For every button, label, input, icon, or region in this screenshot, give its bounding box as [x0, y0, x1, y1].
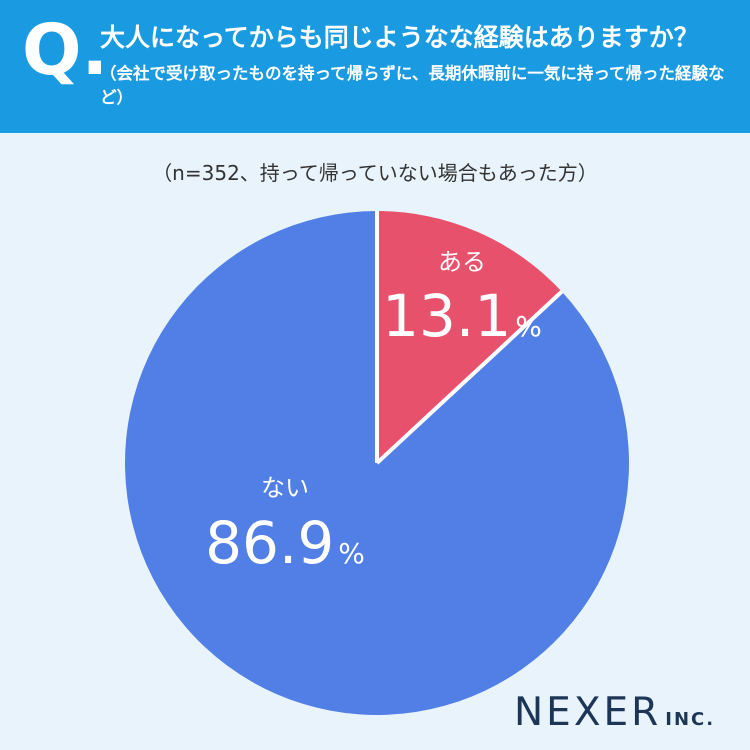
slice-value-nai: 86.9%: [205, 509, 365, 577]
slice-value-aru: 13.1%: [382, 282, 542, 350]
question-title: 大人になってからも同じようなな経験はありますか？: [100, 23, 699, 52]
question-mark-label: Q.: [22, 9, 109, 91]
question-header: Q. 大人になってからも同じようなな経験はありますか？ （会社で受け取ったものを…: [0, 0, 750, 133]
slice-label-aru: ある: [438, 248, 486, 276]
slice-separator: [375, 290, 564, 465]
logo-main-text: NEXER: [514, 690, 662, 735]
pie-slice-aru: [377, 211, 562, 463]
sample-size-note: （n=352、持って帰っていない場合もあった方）: [152, 161, 598, 185]
logo-suffix-text: INC.: [665, 709, 716, 730]
slice-label-nai: ない: [261, 474, 309, 502]
question-subtitle: （会社で受け取ったものを持って帰らずに、長期休暇前に一気に持って帰った経験など）: [100, 64, 725, 107]
nexer-logo: NEXER INC.: [514, 690, 715, 735]
